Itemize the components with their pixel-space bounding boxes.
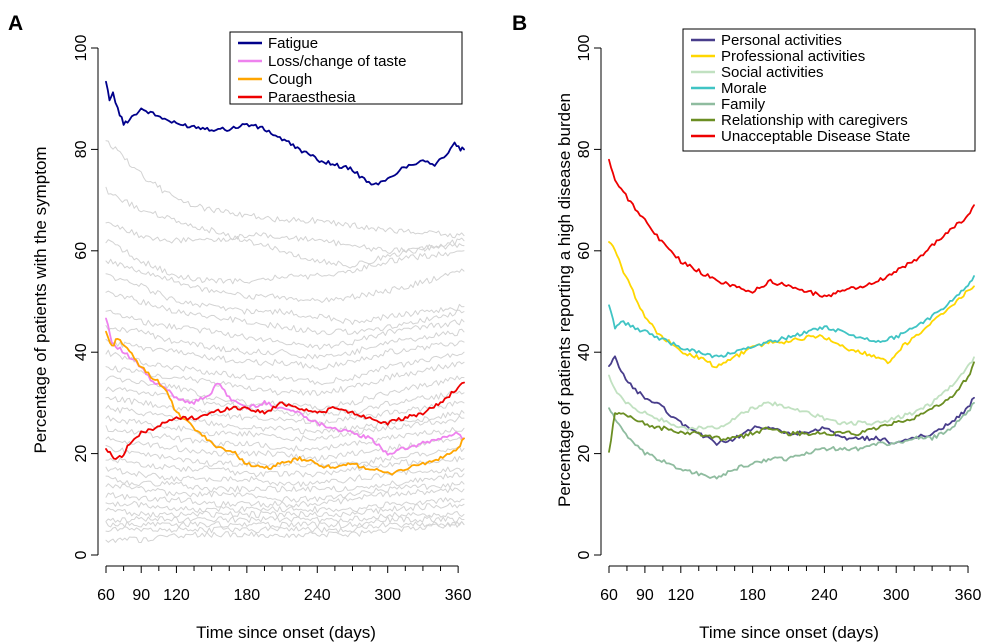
x-tick-label: 240 — [304, 587, 331, 604]
background-line — [105, 425, 465, 452]
series-line-unacceptable-disease-state — [608, 158, 975, 298]
legend-label-fatigue: Fatigue — [268, 35, 318, 52]
x-tick-label: 90 — [636, 587, 654, 604]
series-line-social-activities — [608, 356, 975, 431]
x-tick-label: 120 — [163, 587, 190, 604]
legend-label-professional-activities: Professional activities — [721, 48, 865, 65]
y-tick-label: 100 — [576, 35, 593, 62]
background-line — [105, 497, 465, 513]
background-line — [105, 511, 465, 523]
background-line — [105, 480, 465, 503]
background-line — [105, 415, 465, 442]
panel-label-a: A — [8, 12, 23, 35]
background-line — [105, 239, 465, 285]
y-tick-label: 20 — [576, 445, 593, 463]
background-line — [105, 386, 465, 417]
legend-label-unacceptable-disease-state: Unacceptable Disease State — [721, 128, 910, 145]
background-line — [105, 487, 465, 508]
y-tick-label: 40 — [576, 343, 593, 361]
legend-box — [682, 28, 976, 152]
background-lines-a — [105, 140, 465, 543]
legend-label-cough: Cough — [268, 71, 312, 88]
x-tick-label: 120 — [667, 587, 694, 604]
background-line — [105, 221, 465, 254]
background-line — [105, 396, 465, 427]
background-line — [105, 140, 465, 239]
legend-label-relationship-with-caregivers: Relationship with caregivers — [721, 112, 908, 129]
x-tick-label: 90 — [132, 587, 150, 604]
y-tick-label: 0 — [576, 550, 593, 559]
series-line-paraesthesia — [105, 381, 465, 460]
background-line — [105, 502, 465, 518]
x-tick-label: 180 — [739, 587, 766, 604]
background-line — [105, 405, 465, 435]
background-line — [105, 361, 465, 397]
legend-label-social-activities: Social activities — [721, 64, 824, 81]
y-axis-label-b: Percentage of patients reporting a high … — [555, 93, 574, 507]
background-line — [105, 472, 465, 493]
y-tick-label: 40 — [73, 343, 90, 361]
series-lines-b — [608, 158, 975, 480]
legend-label-loss-change-of-taste: Loss/change of taste — [268, 53, 406, 70]
background-line — [105, 325, 465, 360]
axes-a: 60 90 120 180 240 300 360 0 20 40 60 80 100 — [73, 35, 472, 604]
x-tick-label: 300 — [883, 587, 910, 604]
background-line — [105, 521, 465, 534]
background-line — [105, 273, 465, 325]
background-line — [105, 466, 465, 488]
panel-a: A 60 90 120 180 240 300 360 0 20 40 60 80 100 Percen… — [8, 12, 472, 642]
y-tick-label: 60 — [576, 242, 593, 260]
x-tick-label: 360 — [445, 587, 472, 604]
background-line — [105, 338, 465, 371]
series-line-professional-activities — [608, 241, 975, 369]
background-line — [105, 290, 465, 336]
background-line — [105, 375, 465, 411]
panel-b: B 60 90 120 180 240 300 360 0 20 40 60 80 100 Percen… — [512, 12, 981, 642]
x-tick-label: 180 — [234, 587, 261, 604]
y-tick-label: 20 — [73, 445, 90, 463]
series-line-cough — [105, 330, 465, 476]
legend-label-morale: Morale — [721, 80, 767, 97]
x-tick-label: 300 — [374, 587, 401, 604]
background-line — [105, 521, 465, 543]
legend-label-family: Family — [721, 96, 766, 113]
y-tick-label: 100 — [73, 35, 90, 62]
series-line-fatigue — [105, 80, 465, 186]
series-line-family — [608, 401, 975, 480]
panel-label-b: B — [512, 12, 527, 35]
background-line — [105, 516, 465, 529]
background-line — [105, 258, 465, 303]
y-tick-label: 0 — [73, 550, 90, 559]
x-axis-label-a: Time since onset (days) — [196, 623, 376, 642]
series-line-morale — [608, 275, 975, 359]
axes-b: 60 90 120 180 240 300 360 0 20 40 60 80 100 — [576, 35, 981, 604]
background-line — [105, 455, 465, 478]
legend-box — [229, 31, 463, 105]
background-line — [105, 445, 465, 468]
background-line — [105, 349, 465, 386]
y-tick-label: 60 — [73, 242, 90, 260]
x-tick-label: 240 — [811, 587, 838, 604]
y-tick-label: 80 — [73, 140, 90, 158]
x-axis-label-b: Time since onset (days) — [699, 623, 879, 642]
legend-label-paraesthesia: Paraesthesia — [268, 89, 356, 106]
y-axis-label-a: Percentage of patients with the symptom — [31, 146, 50, 453]
y-tick-label: 80 — [576, 140, 593, 158]
background-line — [105, 309, 465, 350]
x-tick-label: 60 — [600, 587, 618, 604]
series-lines-a — [105, 80, 465, 476]
series-line-personal-activities — [608, 355, 975, 446]
x-tick-label: 60 — [97, 587, 115, 604]
x-tick-label: 360 — [955, 587, 982, 604]
series-line-relationship-with-caregivers — [608, 361, 975, 453]
legend-label-personal-activities: Personal activities — [721, 32, 842, 49]
